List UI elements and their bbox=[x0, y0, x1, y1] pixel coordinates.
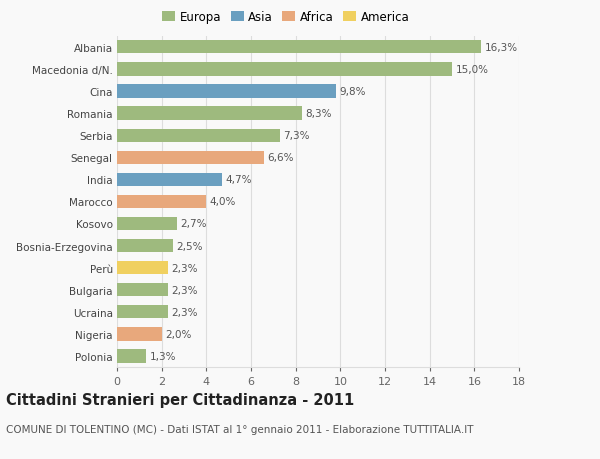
Text: 2,0%: 2,0% bbox=[165, 329, 191, 339]
Bar bbox=[117, 350, 146, 363]
Text: 1,3%: 1,3% bbox=[149, 351, 176, 361]
Bar bbox=[117, 240, 173, 252]
Text: 6,6%: 6,6% bbox=[268, 153, 294, 163]
Text: 2,7%: 2,7% bbox=[181, 219, 207, 229]
Text: COMUNE DI TOLENTINO (MC) - Dati ISTAT al 1° gennaio 2011 - Elaborazione TUTTITAL: COMUNE DI TOLENTINO (MC) - Dati ISTAT al… bbox=[6, 425, 473, 435]
Text: Cittadini Stranieri per Cittadinanza - 2011: Cittadini Stranieri per Cittadinanza - 2… bbox=[6, 392, 354, 408]
Bar bbox=[117, 196, 206, 208]
Text: 2,3%: 2,3% bbox=[172, 307, 198, 317]
Bar bbox=[117, 218, 178, 230]
Text: 4,0%: 4,0% bbox=[209, 197, 236, 207]
Text: 7,3%: 7,3% bbox=[283, 131, 310, 141]
Text: 15,0%: 15,0% bbox=[455, 65, 488, 75]
Bar bbox=[117, 151, 265, 164]
Text: 8,3%: 8,3% bbox=[306, 109, 332, 119]
Text: 2,5%: 2,5% bbox=[176, 241, 203, 251]
Bar bbox=[117, 85, 336, 98]
Text: 2,3%: 2,3% bbox=[172, 263, 198, 273]
Bar bbox=[117, 174, 222, 186]
Text: 16,3%: 16,3% bbox=[484, 43, 518, 53]
Bar bbox=[117, 107, 302, 120]
Text: 9,8%: 9,8% bbox=[339, 87, 366, 97]
Bar bbox=[117, 41, 481, 54]
Bar bbox=[117, 284, 169, 297]
Bar bbox=[117, 63, 452, 76]
Bar bbox=[117, 262, 169, 274]
Text: 4,7%: 4,7% bbox=[226, 175, 252, 185]
Bar bbox=[117, 328, 161, 341]
Legend: Europa, Asia, Africa, America: Europa, Asia, Africa, America bbox=[162, 11, 410, 24]
Bar bbox=[117, 129, 280, 142]
Bar bbox=[117, 306, 169, 319]
Text: 2,3%: 2,3% bbox=[172, 285, 198, 295]
